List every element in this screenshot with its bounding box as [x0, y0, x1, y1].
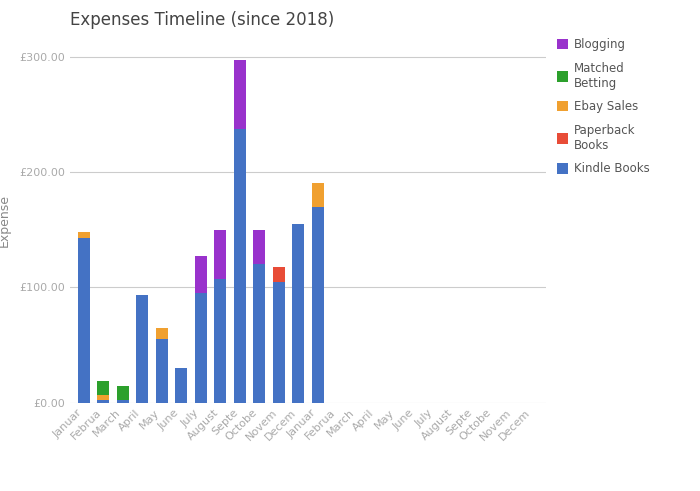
Bar — [117, 400, 129, 403]
Bar — [234, 129, 246, 403]
Bar — [195, 293, 206, 403]
Bar — [312, 184, 323, 207]
Bar — [253, 230, 265, 264]
Bar — [156, 327, 167, 339]
Bar — [214, 230, 226, 279]
Bar — [234, 60, 246, 129]
Bar — [78, 232, 90, 238]
Bar — [175, 368, 187, 403]
Bar — [156, 339, 167, 403]
Bar — [97, 381, 109, 395]
Bar — [273, 281, 285, 403]
Legend: Blogging, Matched
Betting, Ebay Sales, Paperback
Books, Kindle Books: Blogging, Matched Betting, Ebay Sales, P… — [556, 38, 650, 175]
Y-axis label: Expense: Expense — [0, 194, 11, 247]
Bar — [97, 400, 109, 403]
Text: Expenses Timeline (since 2018): Expenses Timeline (since 2018) — [70, 11, 335, 29]
Bar — [78, 238, 90, 403]
Bar — [214, 279, 226, 403]
Bar — [117, 386, 129, 400]
Bar — [97, 395, 109, 400]
Bar — [195, 256, 206, 293]
Bar — [136, 296, 148, 403]
Bar — [312, 207, 323, 403]
Bar — [293, 224, 304, 403]
Bar — [253, 264, 265, 403]
Bar — [273, 267, 285, 281]
